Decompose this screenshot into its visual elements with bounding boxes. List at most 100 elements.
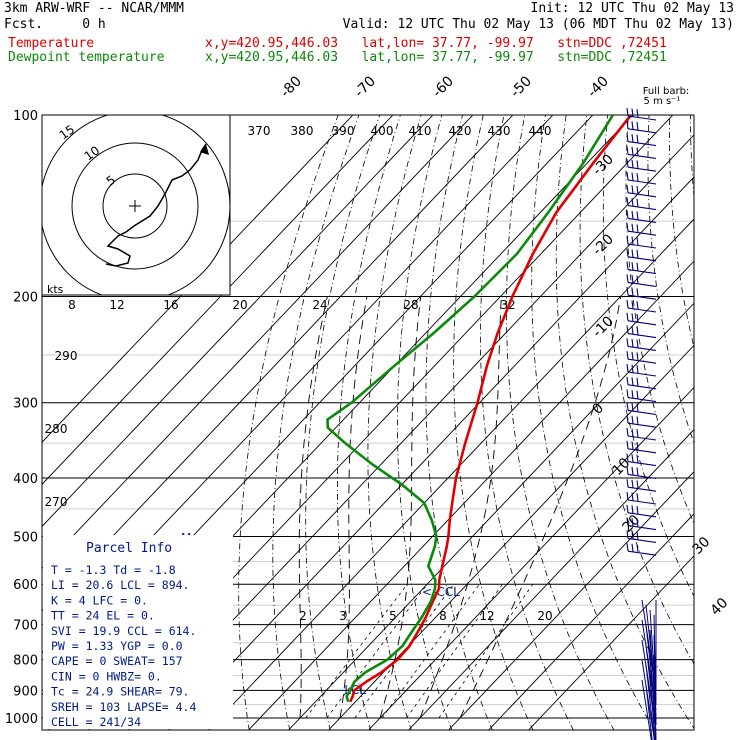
parcel-info-row: T = -1.3 Td = -1.8 [51, 563, 176, 577]
wind-barb-flag [636, 480, 639, 489]
isotherm-line [208, 218, 694, 730]
wind-barb-flag [636, 275, 639, 284]
wind-barb-flag [626, 248, 629, 257]
moist-adiabat-line [298, 296, 328, 719]
wind-barb-flag [636, 505, 639, 515]
theta-label: 380 [291, 124, 314, 138]
dry-adiabat-line [453, 115, 534, 730]
valid-time: Valid: 12 UTC Thu 02 May 13 (06 MDT Thu … [342, 17, 734, 32]
wind-barb-flag [631, 518, 634, 527]
parcel-info-row: SVI = 19.9 CCL = 614. [51, 624, 196, 638]
hodo-ring [71, 142, 199, 270]
wind-barb-flag [626, 427, 629, 437]
wind-barb-flag [626, 107, 629, 117]
mixing-ratio-label: 5 [389, 609, 397, 623]
wind-barb-flag [636, 352, 639, 361]
dewpoint-profile [326, 115, 615, 703]
hodo-unit-label: kts [47, 283, 64, 296]
isotherm-label: -80 [278, 73, 305, 100]
wind-barb-flag [631, 351, 634, 360]
wind-barb-flag [631, 210, 634, 220]
isotherm-line [42, 115, 474, 570]
wind-barb-flag [636, 224, 639, 233]
hodo-speed-label: 28 [403, 298, 418, 312]
init-time: Init: 12 UTC Thu 02 May 13 [530, 1, 735, 16]
temperature-location: x,y=420.95,446.03 lat,lon= 37.77, -99.97… [205, 36, 667, 51]
isotherm-label: 40 [708, 595, 732, 619]
theta-label: 280 [45, 422, 68, 436]
wind-barb-low [645, 664, 655, 740]
wind-barb-flag [636, 249, 639, 259]
wind-barb-flag [626, 363, 629, 373]
wind-barb-flag [626, 184, 629, 193]
parcel-info-row: Tc = 24.9 SHEAR= 79. [51, 685, 189, 699]
mixing-ratio-line [438, 583, 534, 719]
wind-barb-flag [636, 134, 639, 143]
isotherm-line [488, 513, 694, 730]
wind-barb-staff [627, 281, 657, 287]
pressure-label-300: 300 [13, 397, 38, 412]
wind-barb-flag [636, 531, 639, 540]
mixing-ratio-line [381, 583, 480, 719]
wind-barb-staff [627, 371, 657, 377]
wind-barb-flag [626, 389, 629, 398]
wind-barb-flag [636, 198, 639, 207]
pressure-label-200: 200 [13, 291, 38, 306]
wind-barb-staff [627, 461, 657, 467]
wind-barb-flag [631, 390, 634, 399]
wind-barb-flag [631, 172, 634, 181]
dry-adiabat-line [272, 115, 360, 730]
wind-barb-flag [626, 261, 629, 270]
wind-barb-flag [636, 429, 639, 438]
wind-barb-flag [631, 479, 634, 488]
mixing-ratio-line [326, 583, 428, 719]
isotherm-label: -20 [590, 231, 617, 258]
wind-barb-flag [636, 390, 639, 399]
mixing-ratio-label: 12 [479, 609, 494, 623]
wind-barb-flag [631, 159, 634, 168]
parcel-info-row: SREH = 103 LAPSE= 4.4 [51, 700, 196, 714]
wind-barb-flag [631, 121, 634, 130]
wind-barb-flag [636, 416, 639, 425]
dewpoint-label: Dewpoint temperature [8, 50, 165, 65]
wind-barb-staff [627, 435, 657, 441]
hodo-speed-label: 16 [163, 298, 178, 312]
isotherm-line [288, 302, 694, 730]
wind-barb-staff [627, 307, 657, 313]
theta-label: 430 [488, 124, 511, 138]
wind-barb-flag [631, 505, 634, 514]
parcel-info-row: CELL = 241/34 [51, 715, 141, 729]
parcel-info-row: TT = 24 EL = 0. [51, 609, 155, 623]
wind-barb-flag [636, 493, 639, 502]
theta-label: 390 [332, 124, 355, 138]
wind-barb-staff [627, 256, 657, 262]
parcel-info-row: CAPE = 0 SWEAT= 157 [51, 654, 183, 668]
wind-barb-flag [636, 160, 639, 169]
dry-adiabat-line [305, 115, 381, 730]
moist-adiabat-line [419, 296, 502, 719]
wind-barb-flag [636, 301, 639, 310]
isotherm-line [248, 260, 694, 730]
dry-adiabat-line [337, 115, 401, 730]
theta-label: 370 [248, 124, 271, 138]
wind-barb-flag [626, 338, 629, 347]
wind-barb-flag [626, 146, 629, 155]
wind-barb-staff [627, 473, 657, 479]
wind-barb-staff [627, 294, 657, 300]
wind-barb-flag [636, 403, 639, 412]
wind-barb-flag [636, 237, 639, 246]
wind-barb-flag [626, 133, 629, 142]
wind-barb-staff [627, 141, 657, 147]
wind-barb-flag [636, 365, 639, 374]
isotherm-label: -60 [430, 73, 457, 100]
wind-barb-staff [627, 320, 657, 326]
wind-barb-flag [631, 338, 634, 348]
moist-adiabat-line [339, 296, 368, 719]
pressure-label-400: 400 [13, 472, 38, 487]
wind-barb-staff [627, 205, 657, 211]
wind-barb-staff [627, 230, 657, 236]
wind-barb-flag [631, 454, 634, 463]
parcel-info-row: K = 4 LFC = 0. [51, 593, 148, 607]
dry-adiabat-line [668, 115, 694, 349]
hodo-speed-label: 12 [109, 298, 124, 312]
